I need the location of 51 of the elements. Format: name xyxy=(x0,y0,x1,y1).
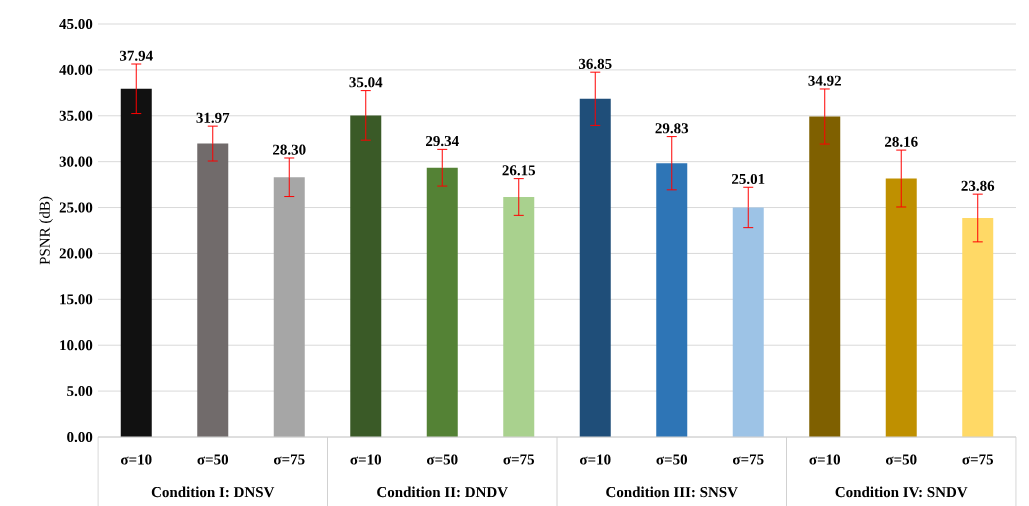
text: Condition IV: SNDV xyxy=(835,486,968,498)
bar xyxy=(503,196,535,437)
bar xyxy=(197,143,229,437)
data-label: 26.15 xyxy=(502,165,536,176)
x-tick-label: σ=75 xyxy=(732,454,764,465)
x-tick-label: σ=50 xyxy=(197,454,229,465)
data-label: 36.85 xyxy=(578,58,612,69)
y-tick-label: 5.00 xyxy=(67,386,93,397)
y-tick-label: 0.00 xyxy=(67,431,93,443)
x-tick-label: σ=10 xyxy=(120,454,152,465)
text: Condition I: DNSV xyxy=(151,486,275,498)
y-tick-label: 40.00 xyxy=(59,64,93,75)
x-tick-label: σ=10 xyxy=(350,454,382,465)
bar xyxy=(120,88,152,437)
data-label: 29.34 xyxy=(426,136,459,147)
bar xyxy=(579,98,611,437)
data-label: 37.94 xyxy=(119,50,153,61)
bar xyxy=(885,178,917,437)
data-label: 28.30 xyxy=(273,144,306,155)
data-label: 35.04 xyxy=(349,77,383,88)
x-tick-label: σ=10 xyxy=(579,454,611,465)
text: Condition II: DNDV xyxy=(377,486,508,498)
y-tick-label: 35.00 xyxy=(59,110,93,121)
x-tick-label: σ=75 xyxy=(503,454,535,465)
bar xyxy=(426,167,458,437)
data-label: 31.97 xyxy=(196,112,230,123)
data-label: 34.92 xyxy=(808,75,841,86)
bar xyxy=(962,218,994,437)
data-label: 28.16 xyxy=(885,136,918,147)
y-axis-title: PSNR (dB) xyxy=(39,196,53,265)
x-tick-label: σ=50 xyxy=(426,454,458,465)
data-label: 25.01 xyxy=(732,173,765,185)
y-tick-label: 30.00 xyxy=(59,156,93,167)
bar xyxy=(350,115,382,437)
bar xyxy=(273,177,305,437)
data-label: 23.86 xyxy=(961,180,995,191)
x-tick-label: σ=50 xyxy=(656,454,688,465)
text: Condition III: SNSV xyxy=(606,486,738,498)
bar xyxy=(809,116,841,437)
y-tick-label: 10.00 xyxy=(60,340,93,351)
y-tick-label: 45.00 xyxy=(59,18,93,30)
data-label: 29.83 xyxy=(655,123,689,134)
x-tick-label: σ=50 xyxy=(885,454,917,465)
bar xyxy=(732,207,764,437)
y-tick-label: 15.00 xyxy=(60,294,93,305)
y-tick-label: 25.00 xyxy=(59,202,93,213)
x-tick-label: σ=10 xyxy=(809,454,841,465)
x-tick-label: σ=75 xyxy=(273,454,305,465)
y-tick-label: 20.00 xyxy=(59,248,93,259)
bar xyxy=(656,163,688,437)
x-tick-label: σ=75 xyxy=(962,454,994,465)
